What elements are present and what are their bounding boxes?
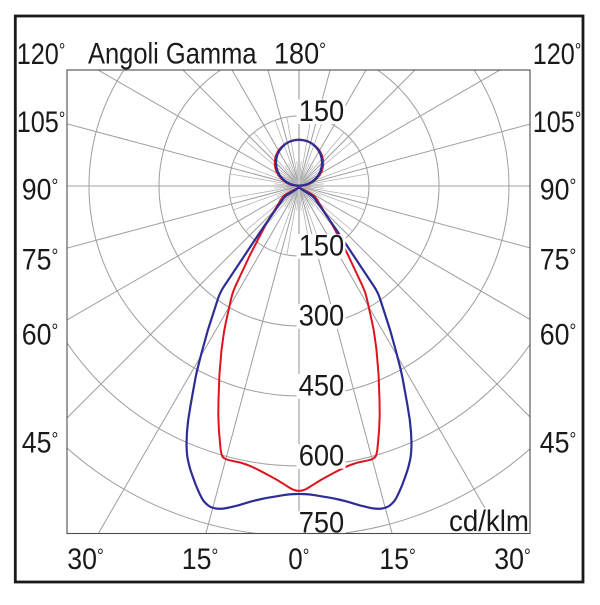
svg-text:Angoli Gamma: Angoli Gamma: [88, 37, 257, 70]
svg-text:150: 150: [299, 95, 345, 128]
svg-text:105°: 105°: [533, 106, 582, 139]
svg-text:120°: 120°: [533, 38, 582, 71]
svg-text:180°: 180°: [274, 37, 326, 70]
svg-text:450: 450: [299, 370, 345, 403]
svg-text:750: 750: [299, 507, 345, 540]
svg-text:120°: 120°: [17, 38, 66, 71]
svg-text:600: 600: [299, 440, 345, 473]
svg-text:150: 150: [299, 230, 345, 263]
svg-text:cd/klm: cd/klm: [449, 505, 529, 538]
svg-text:105°: 105°: [17, 106, 66, 139]
svg-text:300: 300: [299, 300, 345, 333]
svg-text:30°: 30°: [67, 543, 104, 576]
